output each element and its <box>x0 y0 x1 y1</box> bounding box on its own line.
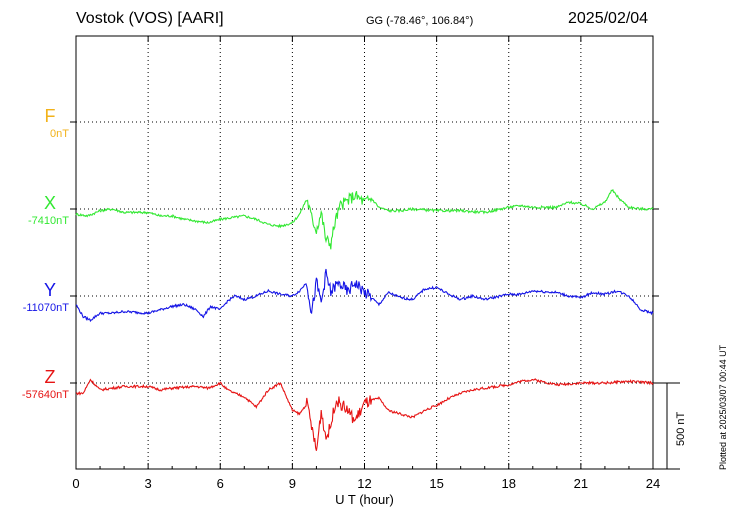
x-tick-label: 6 <box>217 476 224 491</box>
channel-label-y: Y <box>43 280 56 300</box>
series-line-z <box>75 378 654 451</box>
station-coords: GG (-78.46°, 106.84°) <box>366 15 474 27</box>
scale-bar-label: 500 nT <box>675 411 687 446</box>
channel-baseline-f: 0nT <box>50 128 69 140</box>
x-tick-label: 18 <box>502 476 516 491</box>
x-tick-label: 3 <box>145 476 152 491</box>
x-tick-label: 15 <box>429 476 443 491</box>
chart-date: 2025/02/04 <box>568 10 649 27</box>
x-tick-label: 9 <box>289 476 296 491</box>
channel-baseline-z: -57640nT <box>21 389 69 401</box>
series-line-y <box>75 268 654 323</box>
x-axis-label: U T (hour) <box>335 492 394 507</box>
x-tick-label: 12 <box>357 476 371 491</box>
series-line-x <box>75 188 654 250</box>
x-tick-label: 21 <box>574 476 588 491</box>
channel-label-f: F <box>44 106 56 126</box>
channel-baseline-y: -11070nT <box>22 302 69 314</box>
x-tick-label: 0 <box>72 476 79 491</box>
x-tick-label: 24 <box>646 476 660 491</box>
channel-label-x: X <box>43 193 56 213</box>
channel-baseline-x: -7410nT <box>28 215 69 227</box>
channel-label-z: Z <box>44 367 56 387</box>
station-title: Vostok (VOS) [AARI] <box>76 10 224 27</box>
